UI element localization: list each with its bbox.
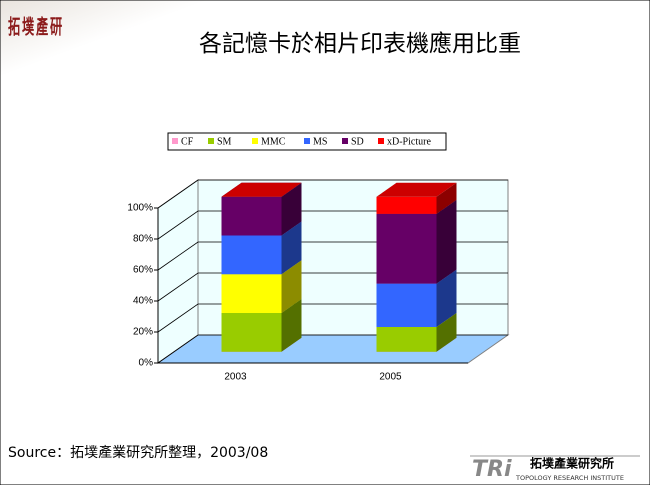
bar-top xyxy=(376,182,457,197)
y-tick-label: 20% xyxy=(133,327,153,338)
legend-label: xD-Picture xyxy=(387,136,431,147)
x-tick-label: 2003 xyxy=(224,372,247,383)
bar-segment xyxy=(221,182,302,197)
legend-swatch xyxy=(378,138,384,144)
logo: 拓墣產研 xyxy=(8,15,64,39)
bar-top xyxy=(221,182,302,197)
bar-side xyxy=(436,199,457,284)
bar-side xyxy=(281,260,302,314)
bar-front xyxy=(221,313,282,352)
grid-line xyxy=(157,179,508,209)
corner-decoration xyxy=(0,0,300,110)
y-tick-label: 60% xyxy=(133,265,153,276)
y-tick-label: 100% xyxy=(127,203,153,214)
bar-front xyxy=(221,196,282,236)
brand-english: TOPOLOGY RESEARCH INSTITUTE xyxy=(515,474,624,482)
legend-label: CF xyxy=(181,136,194,147)
legend-label: MS xyxy=(313,136,327,147)
y-tick-label: 80% xyxy=(133,234,153,245)
bar-side xyxy=(281,182,302,236)
y-tick-label: 40% xyxy=(133,296,153,307)
bar-front xyxy=(376,213,437,284)
legend-swatch xyxy=(208,138,214,144)
bar-side xyxy=(436,182,457,214)
legend: CF SM MMC MS SD xD-Picture xyxy=(167,132,447,151)
legend-swatch xyxy=(172,138,178,144)
legend-swatch xyxy=(304,138,310,144)
bar-front xyxy=(376,283,437,327)
bar-side xyxy=(281,221,302,275)
x-tick-label: 2005 xyxy=(379,372,402,383)
legend-label: SM xyxy=(217,136,232,147)
chart-title: 各記憶卡於相片印表機應用比重 xyxy=(199,31,521,57)
bar-side xyxy=(436,313,457,352)
bar-front xyxy=(221,274,282,314)
brand-name: 拓墣產業研究所 xyxy=(530,456,614,471)
bar-front xyxy=(376,327,437,352)
side-wall xyxy=(157,179,199,364)
legend-label: SD xyxy=(351,136,364,147)
legend-swatch xyxy=(252,138,258,144)
bar-side xyxy=(281,299,302,352)
y-tick-label: 0% xyxy=(139,358,154,369)
legend-swatch xyxy=(342,138,348,144)
legend-label: MMC xyxy=(261,136,286,147)
bar-front xyxy=(376,196,437,214)
source-note: Source：拓墣產業研究所整理，2003/08 xyxy=(8,444,268,461)
bar-side xyxy=(436,269,457,327)
floor xyxy=(156,334,510,364)
bar-front xyxy=(221,235,282,275)
chart: 0% 20% 40% 60% 80% 100% 2003 2005 CF SM MMC MS SD xD-… xyxy=(127,132,510,383)
bar-segment xyxy=(376,182,457,214)
brand-mark: TRi xyxy=(472,457,512,482)
